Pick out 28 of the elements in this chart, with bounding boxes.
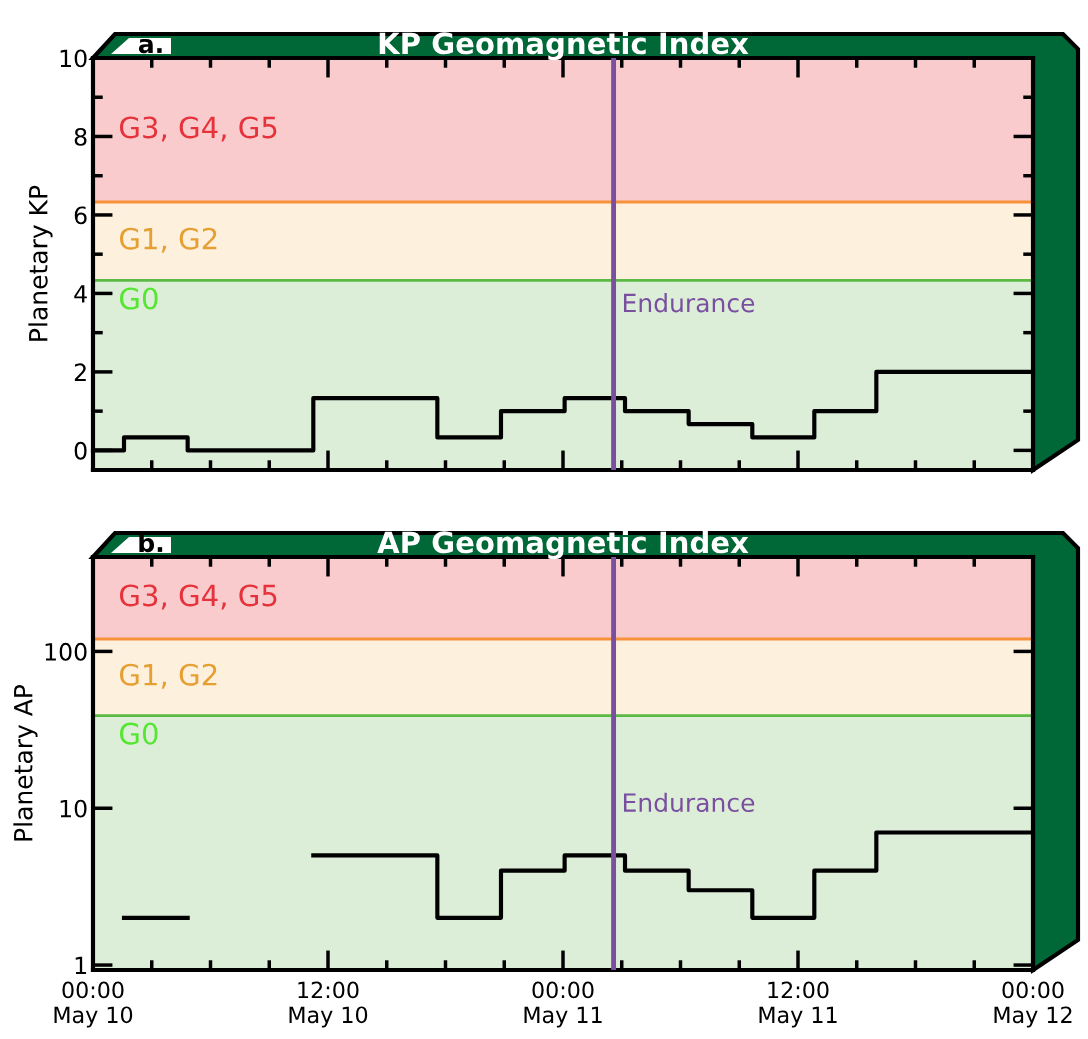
x-tick-label: 12:00 May 10 (289, 981, 368, 1028)
y-axis-title: Planetary KP (28, 185, 53, 341)
band-label: G0 (120, 722, 158, 745)
chart-title: AP Geomagnetic Index (377, 530, 749, 560)
y-tick-label: 0 (74, 441, 87, 460)
band-label: G1, G2 (120, 227, 217, 253)
ref-line-label: Endurance (623, 293, 755, 313)
y-tick-label: 10 (60, 799, 87, 818)
x-tick-label: 12:00 May 11 (759, 981, 837, 1028)
ref-line-label: Endurance (623, 792, 755, 813)
text: a. (138, 38, 162, 54)
y-tick-label: 4 (74, 285, 87, 303)
y-tick-label: 100 (45, 642, 87, 661)
x-tick-label: 00:00 May 10 (54, 981, 133, 1028)
text: b. (139, 532, 163, 553)
band-label: G0 (120, 287, 158, 310)
y-tick-label: 6 (74, 206, 87, 225)
y-axis-title: Planetary AP (13, 684, 38, 841)
band-label: G3, G4, G5 (120, 116, 277, 142)
y-tick-label: 10 (60, 49, 87, 68)
y-tick-label: 2 (74, 363, 86, 381)
band-label: G3, G4, G5 (120, 584, 277, 610)
chart-title: KP Geomagnetic Index (379, 31, 749, 61)
y-tick-label: 8 (74, 127, 87, 146)
y-tick-label: 1 (75, 956, 86, 975)
band-label: G1, G2 (120, 663, 217, 689)
x-tick-label: 00:00 May 12 (994, 981, 1072, 1028)
x-tick-label: 00:00 May 11 (524, 981, 602, 1028)
